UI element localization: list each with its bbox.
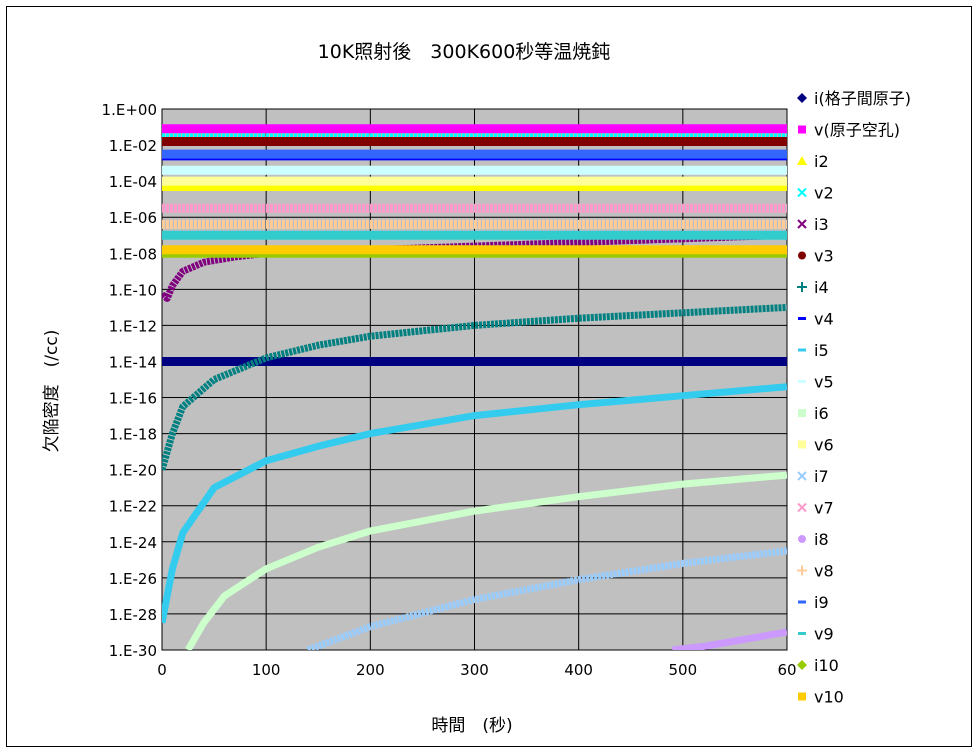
legend-item: i10 [797,656,839,675]
x-tick-label: 60 [777,661,796,679]
legend-item: v2 [797,184,834,203]
y-tick-label: 1.E-12 [109,317,157,335]
legend-label: v3 [814,247,834,266]
chart: 10K照射後 300K600秒等温焼鈍 1.E+001.E-021.E-041.… [42,41,911,736]
chart-frame: 10K照射後 300K600秒等温焼鈍 1.E+00 1.E-02 1.E-04 1.… [6,6,972,747]
y-tick-label: 1.E-16 [109,390,157,408]
legend: i(格子間原子) v(原子空孔) i2 v2 i3 v3 i4 v4 i5 v5 i6 v6 i7 v7 i… [797,89,911,707]
legend-item: i6 [798,404,829,423]
x-axis-label: 時間 (秒) [431,716,512,736]
chart-title: 10K照射後 300K600秒等温焼鈍 [318,41,611,63]
legend-label: v4 [814,310,834,329]
legend-label: i9 [814,593,829,612]
y-tick-label: 1.E-02 [109,137,157,155]
legend-marker [798,125,806,134]
y-tick-label: 1.E-22 [109,498,157,516]
y-tick-label: 1.E+00 [102,101,157,119]
legend-marker [798,409,806,417]
legend-item: i2 [797,152,829,171]
legend-label: v5 [814,373,834,392]
legend-item: v(原子空孔) [798,121,900,140]
y-tick-label: 1.E-30 [109,642,157,660]
legend-marker [797,502,807,513]
series-line-7 [162,303,787,471]
legend-marker [797,565,807,576]
legend-label: v6 [814,436,834,455]
y-tick-label: 1.E-10 [109,281,157,299]
legend-label: i2 [814,152,829,171]
y-tick-label: 1.E-26 [109,570,157,588]
legend-item: v4 [798,310,834,329]
legend-label: v10 [814,688,844,707]
legend-item: i5 [798,341,829,360]
legend-marker [798,535,806,543]
series-group [162,124,787,650]
legend-label: v8 [814,562,834,581]
y-tick-label: 1.E-06 [109,209,157,227]
legend-label: i6 [814,404,829,423]
legend-item: v6 [798,436,834,455]
legend-marker [797,471,807,481]
y-tick-label: 1.E-28 [109,606,157,624]
legend-item: v3 [798,247,834,266]
legend-label: v9 [814,625,834,644]
legend-marker [797,156,807,165]
y-tick-label: 1.E-08 [109,245,157,263]
legend-label: i10 [814,656,839,675]
legend-item: i4 [797,278,829,297]
legend-marker [797,219,807,229]
legend-label: i4 [814,278,829,297]
legend-item: v5 [798,373,834,392]
legend-label: i3 [814,215,829,234]
series-line-11 [184,471,787,650]
x-tick-label: 0 [157,661,167,679]
legend-item: i8 [798,530,829,549]
legend-marker [798,692,806,701]
legend-marker [797,187,807,198]
legend-item: v8 [797,562,834,581]
x-tick-label: 300 [460,661,489,679]
plot-area [161,108,788,651]
y-axis-ticks: 1.E+00 1.E-02 1.E-04 1.E-06 1.E-08 1.E-10 1.E-… [102,101,157,660]
y-tick-label: 1.E-04 [109,173,157,191]
y-tick-label: 1.E-24 [109,534,157,552]
x-axis-ticks: 0 100 200 300 400 500 60 [157,661,796,679]
series-line-5 [162,231,787,302]
legend-marker [797,93,807,103]
x-tick-label: 400 [564,661,593,679]
legend-marker [798,440,806,449]
legend-item: v9 [798,625,834,644]
x-tick-label: 200 [356,661,385,679]
legend-marker [797,660,807,670]
y-tick-label: 1.E-20 [109,462,157,480]
legend-label: v2 [814,184,834,203]
legend-label: i7 [814,467,829,486]
legend-marker [798,251,806,260]
legend-item: i7 [797,467,829,486]
legend-item: i9 [798,593,829,612]
legend-label: i8 [814,530,829,549]
legend-item: v10 [798,688,844,707]
y-tick-label: 1.E-14 [109,353,157,371]
x-tick-label: 500 [669,661,698,679]
legend-label: v7 [814,499,834,518]
legend-item: i(格子間原子) [797,89,911,108]
legend-label: v(原子空孔) [814,121,900,140]
legend-label: i5 [814,341,829,360]
y-axis-label: 欠陥密度 (/cc) [42,330,62,453]
legend-label: i(格子間原子) [814,89,911,108]
series-line-15 [672,628,787,650]
series-line-9 [162,383,787,624]
legend-marker [797,282,807,292]
y-tick-label: 1.E-18 [109,426,157,444]
x-tick-label: 100 [252,661,281,679]
legend-item: v7 [797,499,834,518]
legend-item: i3 [797,215,829,234]
